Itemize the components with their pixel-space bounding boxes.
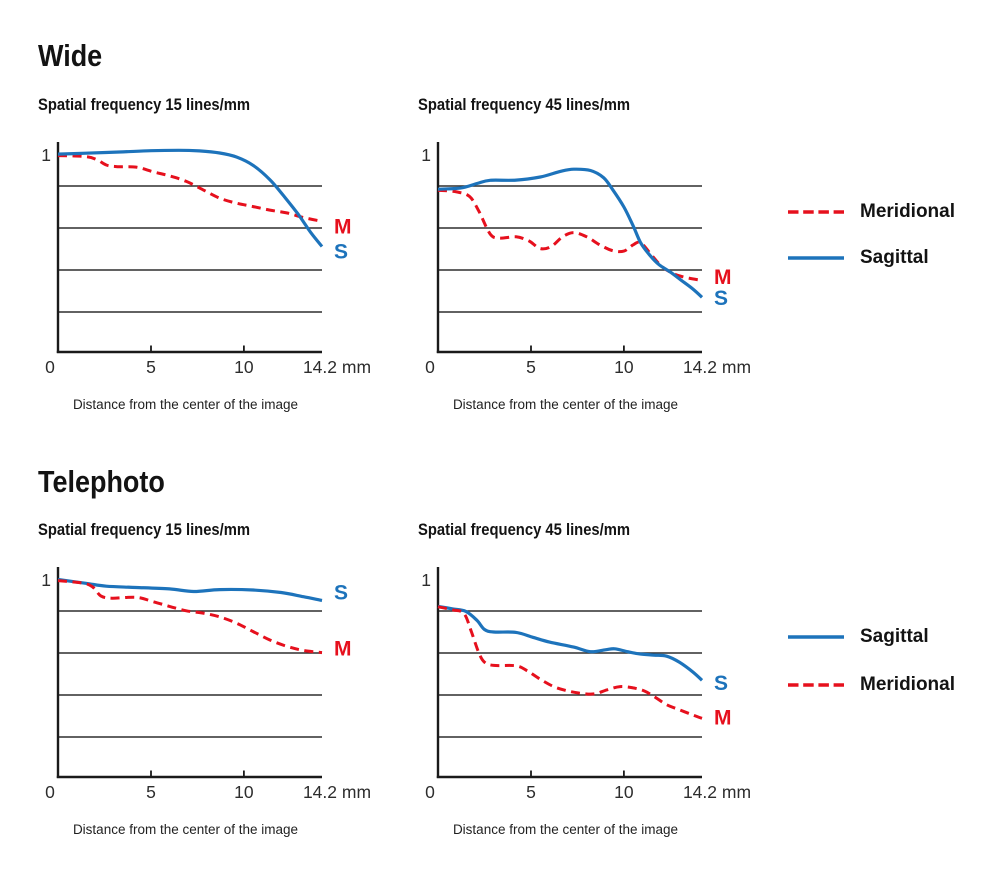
- curve-end-label-m: M: [714, 707, 732, 730]
- sagittal-curve: [57, 577, 323, 603]
- chart-title-telephoto-45: Spatial frequency 45 lines/mm: [418, 520, 631, 539]
- x-axis-caption-telephoto-15: Distance from the center of the image: [72, 822, 299, 837]
- x-axis-caption-wide-45: Distance from the center of the image: [452, 397, 679, 412]
- mtf-chart-wide-15: 1 0 5 10 14.2 mm M S: [38, 142, 388, 382]
- curve-end-label-s: S: [714, 672, 728, 695]
- chart-title-wide-45: Spatial frequency 45 lines/mm: [418, 95, 631, 114]
- y-axis-top-tick-label: 1: [421, 145, 431, 165]
- x-axis-caption-wide-15: Distance from the center of the image: [72, 397, 299, 412]
- x-tick-label-10: 10: [614, 357, 634, 377]
- mtf-chart-telephoto-15: 1 0 5 10 14.2 mm S M: [38, 567, 388, 807]
- x-tick-label-0: 0: [45, 357, 55, 377]
- section-title-telephoto-text: Telephoto: [38, 464, 165, 499]
- x-tick-label-0: 0: [425, 357, 435, 377]
- x-tick-label-14.2: 14.2 mm: [303, 782, 371, 802]
- mtf-chart-wide-45: 1 0 5 10 14.2 mm M S: [418, 142, 768, 382]
- legend-item-meridional: Meridional: [788, 669, 955, 701]
- chart-title-wide-15: Spatial frequency 15 lines/mm: [38, 95, 251, 114]
- meridional-line-swatch: [788, 683, 844, 687]
- x-tick-label-14.2: 14.2 mm: [683, 357, 751, 377]
- sagittal-curve: [57, 148, 324, 248]
- curve-end-label-m: M: [714, 266, 732, 289]
- x-tick-label-14.2: 14.2 mm: [303, 357, 371, 377]
- section-title-wide-text: Wide: [38, 38, 103, 73]
- legend-telephoto: Sagittal Meridional: [788, 621, 955, 717]
- x-tick-label-14.2: 14.2 mm: [683, 782, 751, 802]
- x-tick-label-5: 5: [146, 357, 156, 377]
- sagittal-curve: [437, 604, 704, 682]
- x-axis-caption-telephoto-45: Distance from the center of the image: [452, 822, 679, 837]
- sagittal-curve: [437, 167, 704, 299]
- x-tick-label-10: 10: [234, 782, 254, 802]
- x-tick-label-10: 10: [614, 782, 634, 802]
- curve-end-label-s: S: [714, 287, 728, 310]
- section-title-telephoto: Telephoto: [38, 466, 184, 498]
- curve-end-label-s: S: [334, 241, 348, 264]
- curve-end-label-m: M: [334, 637, 352, 660]
- legend-wide: Meridional Sagittal: [788, 196, 955, 288]
- sagittal-line-swatch: [788, 256, 844, 260]
- legend-label-sagittal: Sagittal: [860, 247, 929, 268]
- y-axis-top-tick-label: 1: [41, 145, 51, 165]
- x-tick-label-0: 0: [425, 782, 435, 802]
- legend-item-sagittal: Sagittal: [788, 242, 955, 274]
- mtf-chart-telephoto-45: 1 0 5 10 14.2 mm S M: [418, 567, 768, 807]
- x-tick-label-5: 5: [146, 782, 156, 802]
- meridional-curve: [57, 579, 323, 655]
- section-title-wide: Wide: [38, 40, 112, 72]
- x-tick-label-5: 5: [526, 357, 536, 377]
- sagittal-line-swatch: [788, 635, 844, 639]
- legend-label-meridional: Meridional: [860, 201, 956, 222]
- y-axis-top-tick-label: 1: [41, 570, 51, 590]
- meridional-line-swatch: [788, 210, 844, 214]
- x-tick-label-5: 5: [526, 782, 536, 802]
- legend-item-meridional: Meridional: [788, 196, 955, 228]
- x-tick-label-10: 10: [234, 357, 254, 377]
- legend-item-sagittal: Sagittal: [788, 621, 955, 653]
- meridional-curve: [57, 154, 323, 223]
- curve-end-label-m: M: [334, 215, 352, 238]
- meridional-curve: [437, 605, 703, 720]
- curve-end-label-s: S: [334, 582, 348, 605]
- legend-label-meridional: Meridional: [860, 674, 956, 695]
- x-tick-label-0: 0: [45, 782, 55, 802]
- legend-label-sagittal: Sagittal: [860, 626, 929, 647]
- y-axis-top-tick-label: 1: [421, 570, 431, 590]
- chart-title-telephoto-15: Spatial frequency 15 lines/mm: [38, 520, 251, 539]
